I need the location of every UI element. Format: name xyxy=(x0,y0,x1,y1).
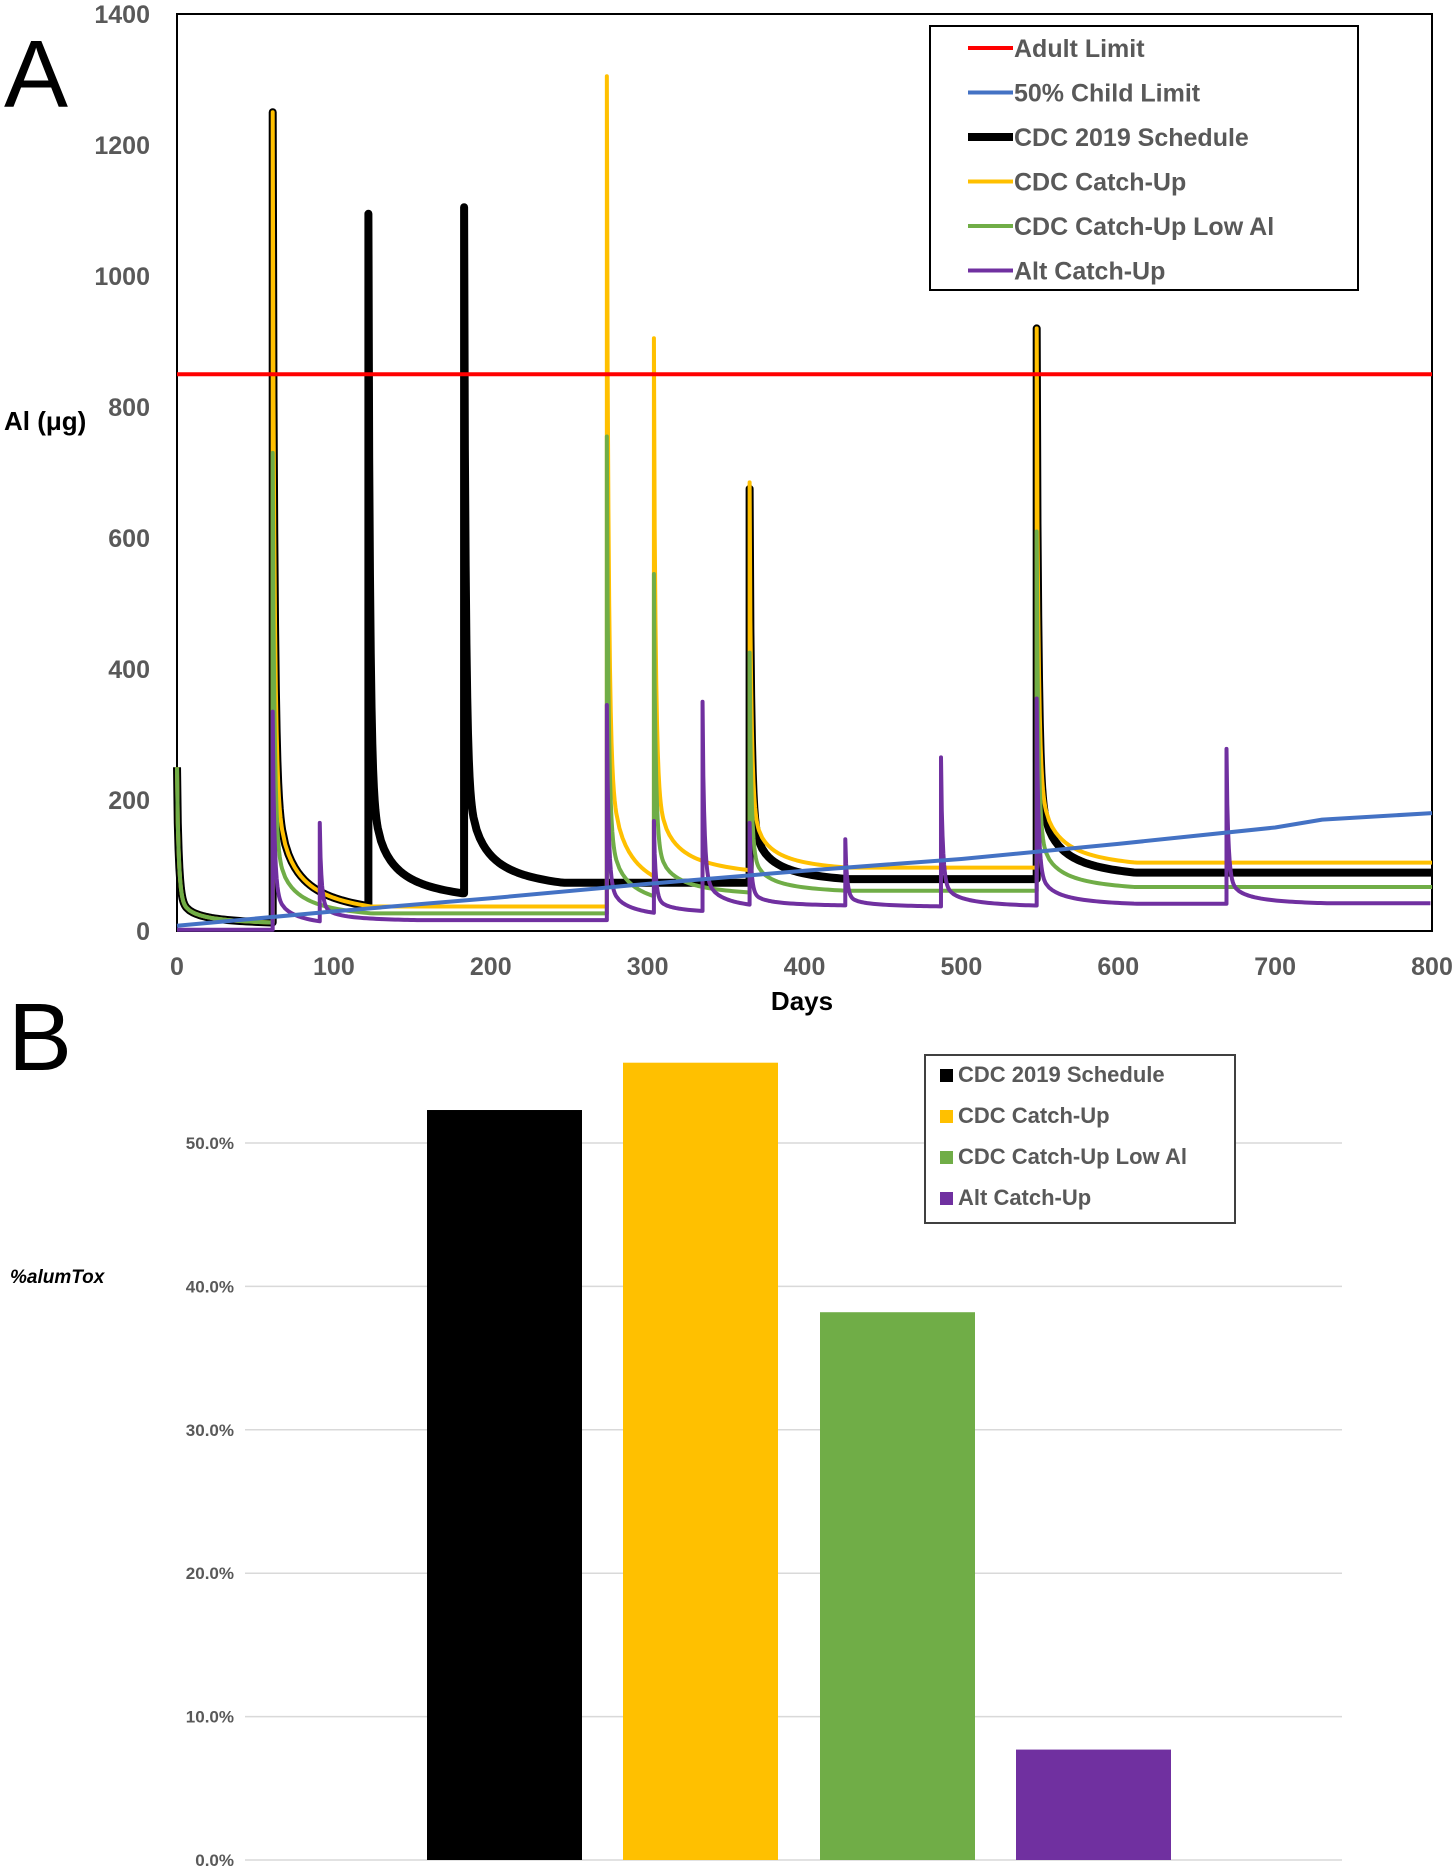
gridlines-b xyxy=(245,1142,1342,1861)
y-tick-label: 40.0% xyxy=(186,1277,234,1296)
y-tick-labels-a: 0 200 400 600 800 1000 1200 1400 xyxy=(94,1,150,946)
y-axis-title-b: %alumTox xyxy=(10,1267,106,1288)
y-axis-title-a: Al (μg) xyxy=(4,406,86,436)
y-tick-label: 10.0% xyxy=(186,1708,234,1727)
legend-label-cdc-catch-up-low-al: CDC Catch-Up Low Al xyxy=(958,1144,1187,1169)
y-tick-label: 20.0% xyxy=(186,1564,234,1583)
y-tick-label: 600 xyxy=(108,525,150,553)
series-line-alt-catch-up xyxy=(177,696,1431,932)
legend-box-a xyxy=(929,25,1359,291)
x-tick-label: 100 xyxy=(313,953,355,981)
x-tick-label: 400 xyxy=(784,953,826,981)
series-line-50-child-limit xyxy=(176,811,1433,928)
legend-b: CDC 2019 Schedule CDC Catch-Up CDC Catch-U… xyxy=(924,1054,1236,1224)
series-lines xyxy=(173,74,1433,932)
legend-label-alt-catch-up: Alt Catch-Up xyxy=(1014,258,1165,286)
legend-box-b xyxy=(924,1054,1236,1224)
panel-b-letter: B xyxy=(8,984,72,1091)
legend-swatch-cdc-catch-up-low-al xyxy=(940,1151,953,1164)
y-tick-label: 0.0% xyxy=(195,1851,234,1870)
y-tick-label: 50.0% xyxy=(186,1134,234,1153)
panel-a-letter: A xyxy=(4,21,68,128)
legend-label-cdc-2019-schedule: CDC 2019 Schedule xyxy=(958,1062,1165,1087)
series-line-cdc-catch-up-low-al xyxy=(175,434,1432,925)
legend-label-cdc-2019-schedule: CDC 2019 Schedule xyxy=(1014,124,1249,152)
bar-cdc-catch-up-low-al xyxy=(820,1312,975,1860)
bar-alt-catch-up xyxy=(1016,1749,1171,1860)
legend-swatch-cdc-2019-schedule xyxy=(940,1069,953,1082)
y-tick-label: 1200 xyxy=(94,132,150,160)
x-axis-title-a: Days xyxy=(771,986,833,1016)
legend-label-50-child-limit: 50% Child Limit xyxy=(1014,80,1201,108)
y-tick-labels-b: 0.0% 10.0% 20.0% 30.0% 40.0% 50.0% xyxy=(186,1134,234,1870)
bar-cdc-catch-up xyxy=(623,1062,778,1860)
series-line-cdc-catch-up xyxy=(175,74,1432,925)
x-tick-label: 0 xyxy=(170,953,184,981)
bar-chart: 0.0% 10.0% 20.0% 30.0% 40.0% 50.0% %alumTox C… xyxy=(10,1054,1342,1870)
y-tick-label: 1400 xyxy=(94,1,150,29)
line-chart: 0 200 400 600 800 1000 1200 1400 0 100 200 300 400 5… xyxy=(4,1,1453,1016)
y-tick-label: 1000 xyxy=(94,263,150,291)
y-tick-label: 30.0% xyxy=(186,1421,234,1440)
legend-label-adult-limit: Adult Limit xyxy=(1014,35,1145,63)
legend-a: Adult Limit 50% Child Limit CDC 2019 Sched… xyxy=(929,25,1359,291)
legend-swatch-cdc-catch-up xyxy=(940,1110,953,1123)
y-tick-label: 200 xyxy=(108,787,150,815)
x-tick-label: 800 xyxy=(1411,953,1453,981)
legend-label-cdc-catch-up: CDC Catch-Up xyxy=(958,1103,1110,1128)
legend-label-cdc-catch-up: CDC Catch-Up xyxy=(1014,169,1186,197)
legend-swatch-alt-catch-up xyxy=(940,1192,953,1205)
x-tick-label: 600 xyxy=(1097,953,1139,981)
y-tick-label: 400 xyxy=(108,656,150,684)
legend-label-alt-catch-up: Alt Catch-Up xyxy=(958,1185,1091,1210)
x-tick-labels-a: 0 100 200 300 400 500 600 700 800 xyxy=(170,953,1453,981)
bars xyxy=(427,1062,1171,1860)
x-tick-label: 500 xyxy=(941,953,983,981)
y-tick-label: 0 xyxy=(136,918,150,946)
y-tick-label: 800 xyxy=(108,394,150,422)
x-tick-label: 700 xyxy=(1254,953,1296,981)
bar-cdc-2019-schedule xyxy=(427,1110,582,1860)
x-tick-label: 300 xyxy=(627,953,669,981)
x-tick-label: 200 xyxy=(470,953,512,981)
plot-area-a xyxy=(176,13,1433,932)
legend-label-cdc-catch-up-low-al: CDC Catch-Up Low Al xyxy=(1014,213,1274,241)
